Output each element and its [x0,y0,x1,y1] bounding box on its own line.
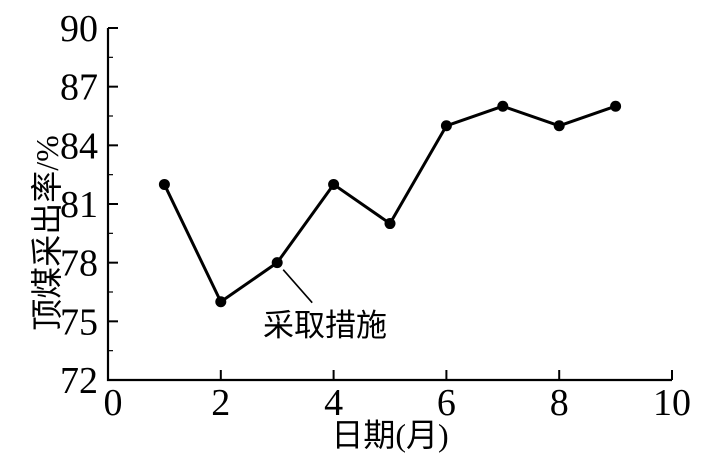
y-tick-label: 87 [60,67,98,109]
data-point [328,178,340,190]
axes-frame [106,28,672,382]
annotation-leader-line [282,269,313,304]
x-tick-label: 10 [653,382,691,424]
y-tick-label: 81 [60,184,98,226]
axis-major-ticks [108,27,673,381]
annotation-label: 采取措施 [263,308,387,343]
x-tick-label: 8 [550,382,569,424]
data-point [158,178,170,190]
data-series [158,100,622,308]
axis-tick-labels: 72 75 78 81 84 87 90 0 2 4 6 8 10 [60,8,691,424]
data-point [271,257,283,269]
data-point [553,120,565,132]
y-tick-label: 90 [60,8,98,50]
annotation-group: 采取措施 [263,269,387,343]
y-tick-label: 84 [60,125,98,167]
x-tick-label: 2 [211,382,230,424]
y-tick-label: 72 [60,360,98,402]
data-point [610,100,622,112]
data-point [440,120,452,132]
x-axis-label: 日期(月) [331,417,448,453]
x-tick-label: 6 [437,382,456,424]
data-point [215,296,227,308]
y-tick-label: 75 [60,301,98,343]
data-point [384,218,396,230]
data-point [497,100,509,112]
y-axis-label: 顶煤采出率/% [29,135,65,331]
y-tick-label: 78 [60,243,98,285]
data-line [163,104,617,304]
x-tick-label: 4 [324,382,343,424]
x-tick-label: 0 [104,382,123,424]
